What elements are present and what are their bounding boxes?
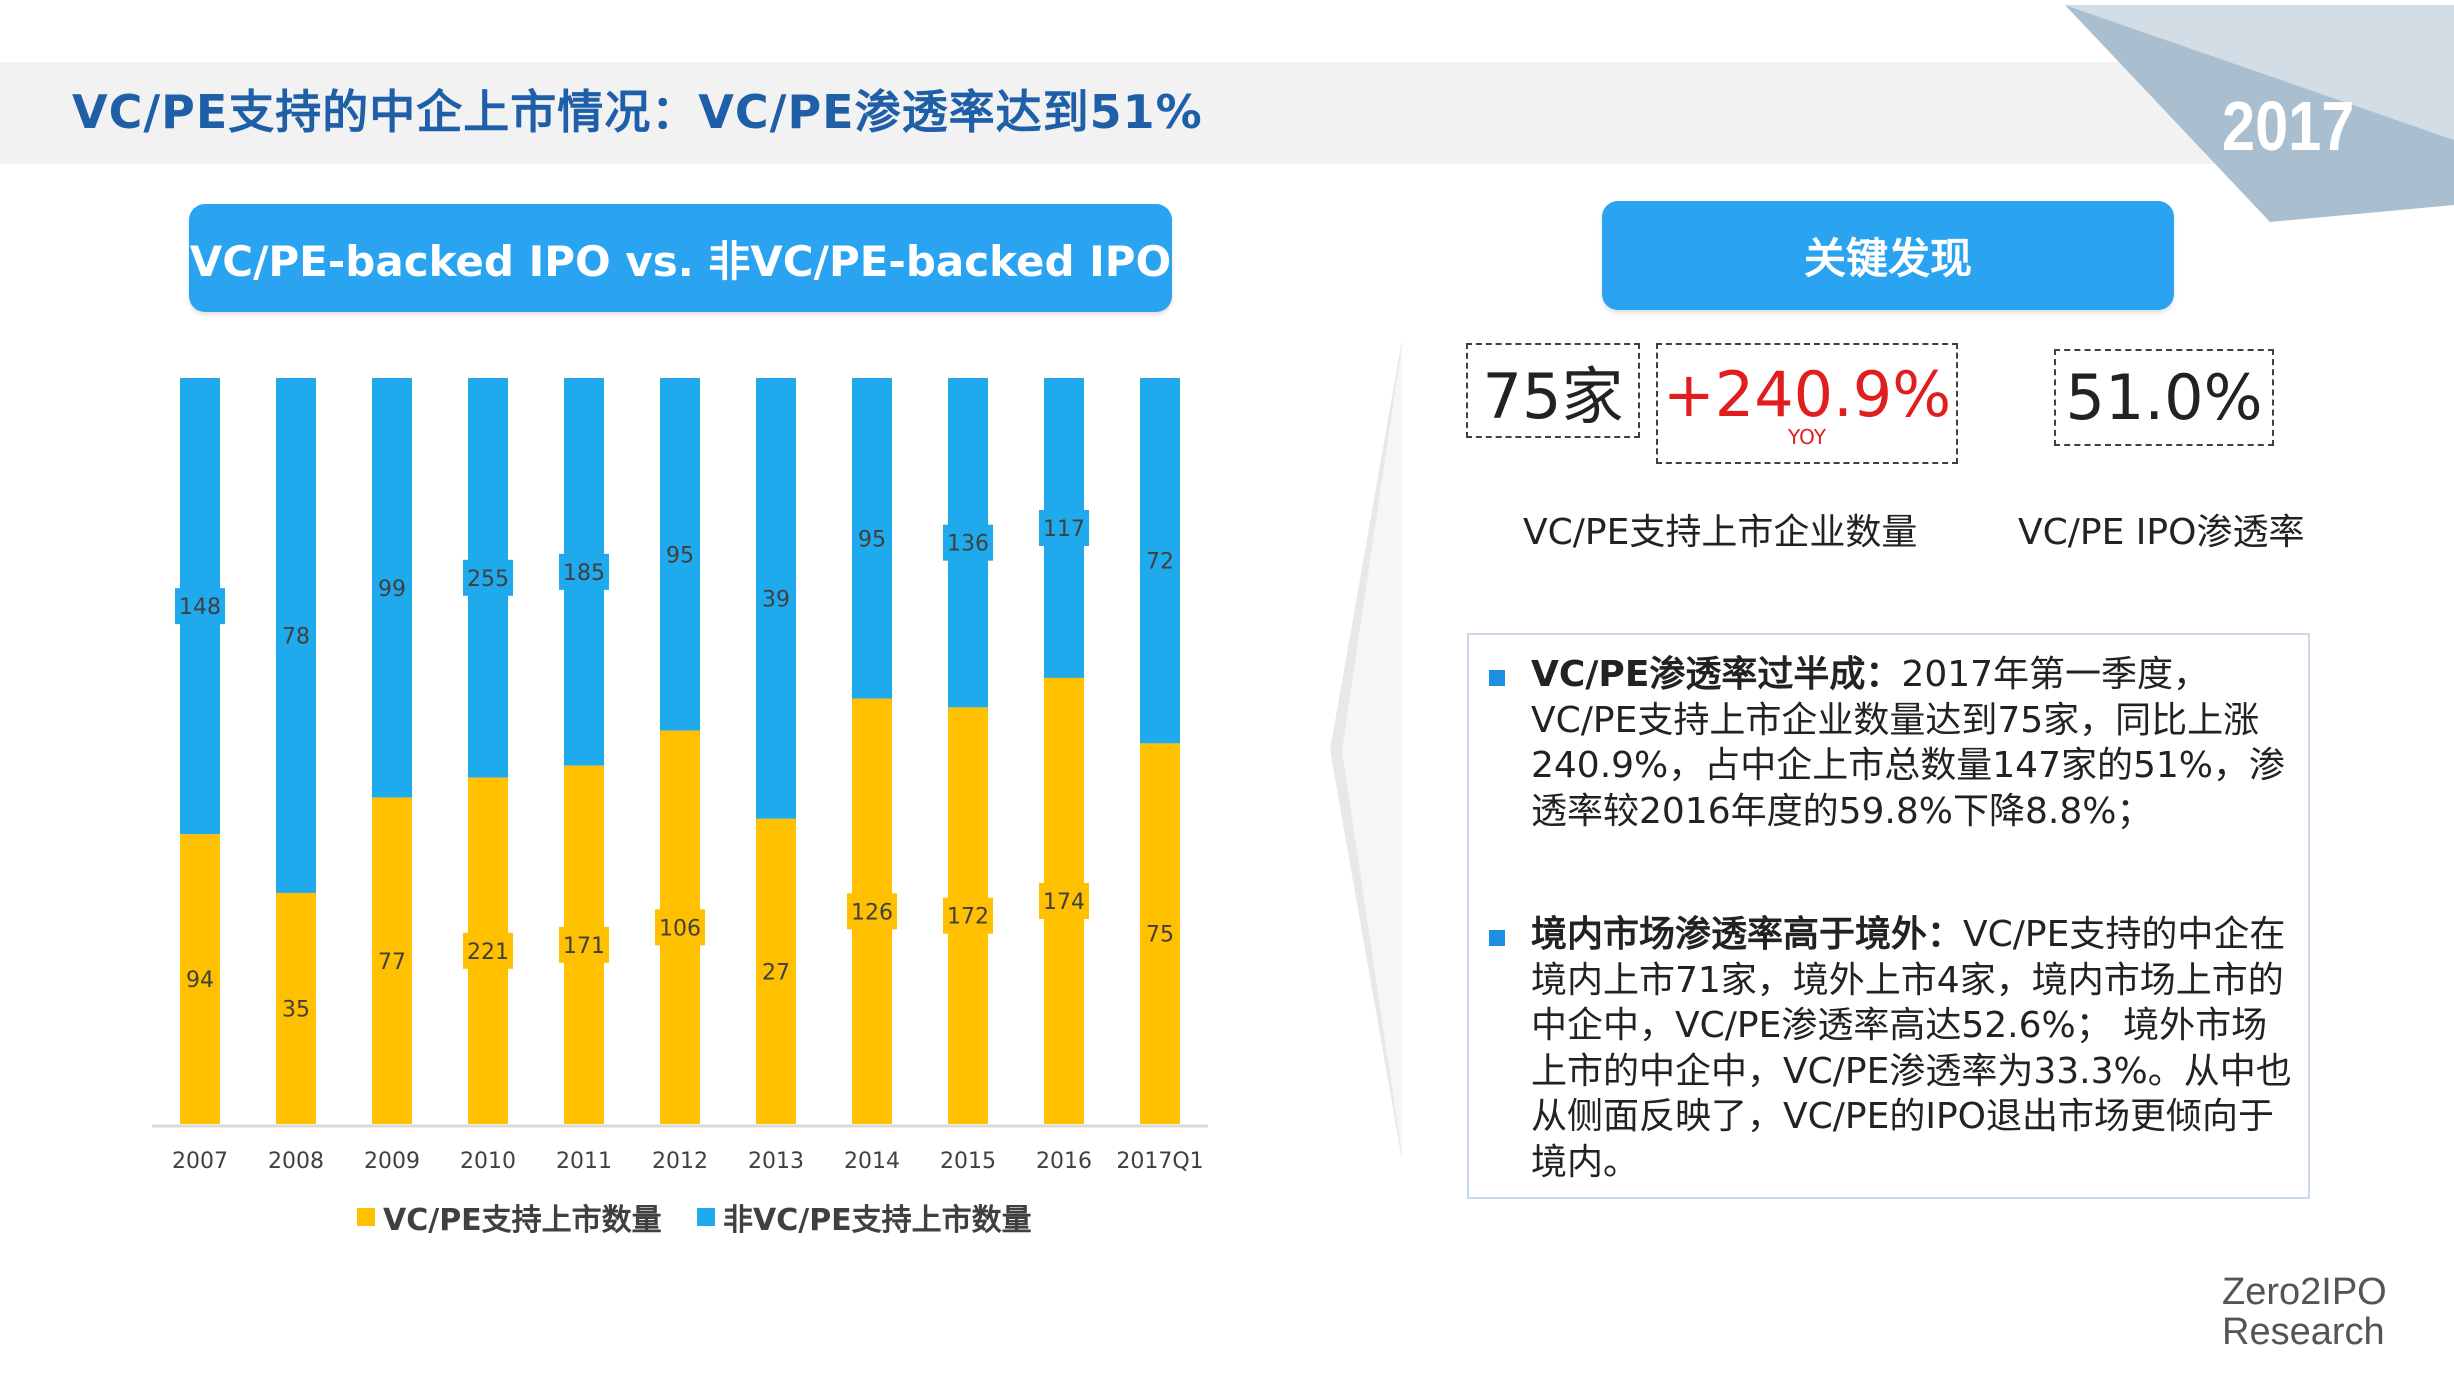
year-badge: 2017 [2222,87,2355,165]
x-tick-label-2016: 2016 [1036,1149,1092,1174]
data-label-box-vcpe-2009 [372,942,412,979]
data-label-vcpe-2015: 172 [947,905,989,930]
data-label-non-vcpe-2017Q1: 72 [1146,550,1174,575]
data-label-vcpe-2012: 106 [659,916,701,941]
legend-item-vcpe: VC/PE支持上市数量 [357,1195,662,1239]
kpi-count-box: 75家 [1466,343,1640,438]
corner-decoration [2065,5,2454,222]
chart-header: VC/PE-backed IPO vs. 非VC/PE-backed IPO [189,204,1172,312]
finding-2-heading: 境内市场渗透率高于境外： [1531,914,1964,955]
data-label-box-non-vcpe-2016 [1039,509,1089,546]
data-label-box-non-vcpe-2007 [175,588,225,625]
finding-2-body: VC/PE支持的中企在境内上市71家，境外上市4家，境内市场上市的中企中，VC/… [1531,914,2292,1183]
kpi-growth-value: +240.9% [1662,358,1952,431]
findings-header: 关键发现 [1602,201,2174,310]
x-tick-label-2012: 2012 [652,1149,708,1174]
legend-swatch-non-vcpe [697,1208,715,1226]
data-label-box-non-vcpe-2010 [463,559,513,596]
legend-item-non-vcpe: 非VC/PE支持上市数量 [697,1195,1032,1239]
data-label-vcpe-2009: 77 [378,950,406,975]
x-tick-label-2007: 2007 [172,1149,228,1174]
data-label-box-vcpe-2011 [559,926,609,963]
data-label-vcpe-2014: 126 [851,900,893,925]
x-tick-label-2015: 2015 [940,1149,996,1174]
data-label-non-vcpe-2013: 39 [762,587,790,612]
data-label-vcpe-2010: 221 [467,940,509,965]
kpi-count-caption: VC/PE支持上市企业数量 [1523,512,1918,553]
data-label-non-vcpe-2011: 185 [563,561,605,586]
x-tick-label-2017Q1: 2017Q1 [1116,1149,1203,1174]
finding-1: VC/PE渗透率过半成：2017年第一季度，VC/PE支持上市企业数量达到75家… [1531,652,2301,834]
data-label-non-vcpe-2007: 148 [179,595,221,620]
data-label-non-vcpe-2015: 136 [947,532,989,557]
stacked-bar-chart: 148 94 2007 78 35 2008 99 77 2009 255 221 2010 185 17… [152,378,1208,1174]
data-label-box-vcpe-2007 [180,961,220,998]
kpi-growth-sub: YOY [1788,425,1826,449]
data-label-box-vcpe-2015 [943,897,993,934]
kpi-rate-box: 51.0% [2054,349,2274,446]
page-title: VC/PE支持的中企上市情况：VC/PE渗透率达到51% [72,85,1203,139]
data-label-box-non-vcpe-2013 [756,580,796,617]
data-label-box-vcpe-2014 [847,893,897,930]
x-tick-label-2010: 2010 [460,1149,516,1174]
data-label-vcpe-2016: 174 [1043,890,1085,915]
data-label-box-vcpe-2013 [756,953,796,990]
kpi-rate-value: 51.0% [2065,361,2263,434]
data-label-non-vcpe-2010: 255 [467,567,509,592]
data-label-box-non-vcpe-2008 [276,617,316,654]
zero2ipo-logo: Zero2IPO Research [2222,1272,2387,1352]
data-label-box-vcpe-2008 [276,990,316,1027]
kpi-count-value: 75家 [1482,359,1624,433]
legend-label-non-vcpe: 非VC/PE支持上市数量 [723,1203,1032,1238]
data-label-box-non-vcpe-2015 [943,524,993,561]
data-label-box-non-vcpe-2012 [660,536,700,573]
x-tick-label-2013: 2013 [748,1149,804,1174]
title-band [0,62,2454,164]
logo-line-1: Zero2IPO [2222,1271,2387,1313]
data-label-vcpe-2007: 94 [186,968,214,993]
data-label-vcpe-2017Q1: 75 [1146,923,1174,948]
legend-swatch-vcpe [357,1208,375,1226]
kpi-rate-caption: VC/PE IPO渗透率 [2018,512,2305,553]
data-label-box-non-vcpe-2017Q1 [1140,542,1180,579]
data-label-box-non-vcpe-2014 [852,520,892,557]
bullet-icon [1489,670,1505,686]
findings-text-box [1467,633,2310,1199]
data-label-non-vcpe-2014: 95 [858,527,886,552]
kpi-growth-box: +240.9% YOY [1656,343,1958,464]
logo-line-2: Research [2222,1311,2385,1353]
finding-1-body: 2017年第一季度，VC/PE支持上市企业数量达到75家，同比上涨240.9%，… [1531,654,2285,832]
bullet-icon [1489,930,1505,946]
data-label-vcpe-2011: 171 [563,934,605,959]
legend-label-vcpe: VC/PE支持上市数量 [383,1203,662,1238]
data-label-box-vcpe-2010 [463,932,513,969]
finding-2: 境内市场渗透率高于境外：VC/PE支持的中企在境内上市71家，境外上市4家，境内… [1531,912,2301,1185]
data-label-non-vcpe-2016: 117 [1043,517,1085,542]
data-label-non-vcpe-2009: 99 [378,577,406,602]
x-tick-label-2011: 2011 [556,1149,612,1174]
data-label-vcpe-2013: 27 [762,960,790,985]
finding-1-heading: VC/PE渗透率过半成： [1531,654,1902,695]
x-tick-label-2008: 2008 [268,1149,324,1174]
data-label-vcpe-2008: 35 [282,997,310,1022]
data-label-non-vcpe-2008: 78 [282,624,310,649]
data-label-non-vcpe-2012: 95 [666,543,694,568]
divider-shape [1330,340,1402,1160]
data-label-box-vcpe-2016 [1039,882,1089,919]
data-label-box-vcpe-2017Q1 [1140,915,1180,952]
x-tick-label-2014: 2014 [844,1149,900,1174]
x-tick-label-2009: 2009 [364,1149,420,1174]
data-label-box-non-vcpe-2009 [372,569,412,606]
data-label-box-non-vcpe-2011 [559,553,609,590]
data-label-box-vcpe-2012 [655,909,705,946]
